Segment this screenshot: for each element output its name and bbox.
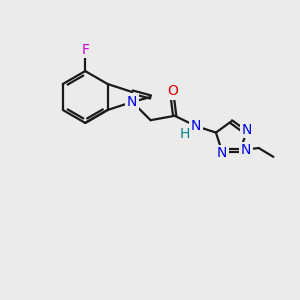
Text: N: N (241, 143, 251, 157)
Text: N: N (127, 95, 137, 109)
Text: N: N (191, 119, 201, 133)
Text: N: N (217, 146, 227, 160)
Text: N: N (242, 123, 252, 136)
Text: H: H (179, 127, 190, 141)
Text: O: O (167, 84, 178, 98)
Text: F: F (81, 43, 89, 57)
